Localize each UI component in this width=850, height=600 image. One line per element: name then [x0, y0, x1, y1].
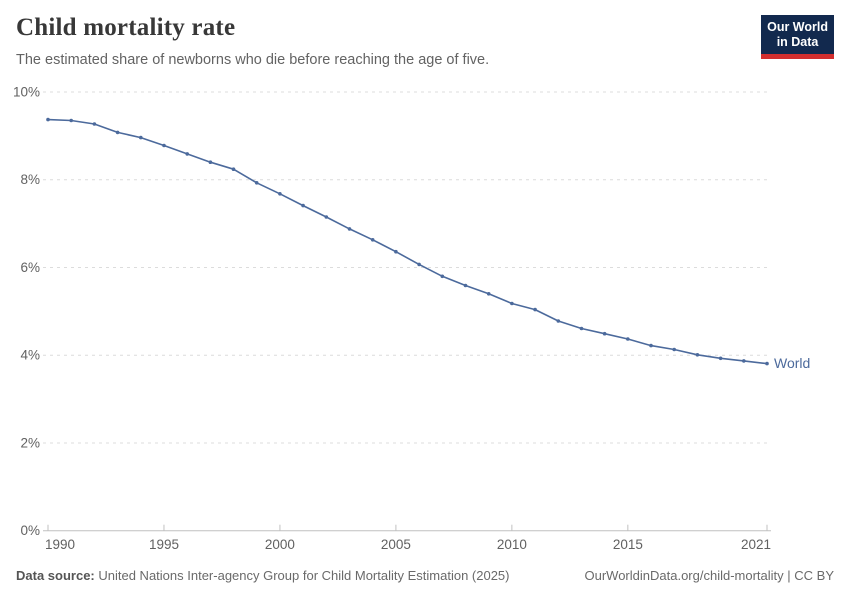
x-tick-label: 1990	[45, 537, 75, 552]
data-point[interactable]	[486, 292, 491, 296]
y-tick-label: 4%	[20, 348, 40, 363]
x-tick-label: 2015	[613, 537, 643, 552]
data-point[interactable]	[69, 118, 73, 123]
series-line[interactable]	[47, 118, 768, 365]
page-subtitle: The estimated share of newborns who die …	[16, 52, 490, 68]
data-point[interactable]	[742, 359, 746, 363]
data-source-label: Data source:	[16, 568, 95, 583]
data-point[interactable]	[185, 152, 189, 156]
data-point[interactable]	[347, 227, 352, 231]
data-point[interactable]	[695, 353, 700, 357]
data-point[interactable]	[440, 274, 445, 279]
y-tick-label: 2%	[20, 435, 40, 450]
owid-logo-line1: Our World	[767, 20, 828, 34]
y-tick-label: 6%	[20, 260, 40, 275]
owid-logo-line2: in Data	[776, 35, 819, 49]
x-tick-label: 1995	[149, 537, 179, 552]
data-source-note: Data source: United Nations Inter-agency…	[16, 568, 510, 583]
page-title: Child mortality rate	[16, 14, 236, 41]
data-point[interactable]	[115, 130, 120, 135]
data-point[interactable]	[301, 203, 305, 208]
y-tick-label: 10%	[13, 85, 40, 100]
series-end-label[interactable]: World	[774, 355, 810, 371]
data-point[interactable]	[602, 331, 607, 336]
y-tick-label: 8%	[20, 172, 40, 187]
data-point[interactable]	[162, 143, 166, 148]
data-point[interactable]	[626, 337, 630, 341]
y-tick-label: 0%	[20, 523, 40, 538]
data-point[interactable]	[765, 361, 769, 366]
data-point[interactable]	[510, 301, 514, 306]
owid-url-link[interactable]: OurWorldinData.org/child-mortality | CC …	[584, 568, 835, 583]
data-point[interactable]	[649, 343, 653, 348]
data-point[interactable]	[46, 117, 50, 122]
data-point[interactable]	[394, 249, 398, 254]
owid-logo[interactable]: Our World in Data	[761, 15, 834, 59]
data-point[interactable]	[278, 192, 282, 196]
data-point[interactable]	[370, 238, 375, 242]
data-point[interactable]	[139, 135, 143, 140]
data-point[interactable]	[533, 307, 537, 312]
x-tick-label: 2000	[265, 537, 295, 552]
data-point[interactable]	[463, 283, 468, 288]
data-point[interactable]	[672, 347, 676, 352]
x-tick-label: 2005	[381, 537, 411, 552]
x-tick-label: 2021	[741, 537, 771, 552]
data-point[interactable]	[718, 356, 723, 361]
data-point[interactable]	[208, 160, 213, 164]
data-source-text: United Nations Inter-agency Group for Ch…	[94, 568, 510, 583]
data-point[interactable]	[254, 181, 259, 185]
data-point[interactable]	[231, 167, 236, 171]
chart-footer: Data source: United Nations Inter-agency…	[16, 568, 834, 583]
data-point[interactable]	[417, 262, 421, 267]
data-point[interactable]	[579, 326, 584, 331]
data-point[interactable]	[92, 122, 97, 126]
data-point[interactable]	[556, 319, 561, 323]
data-point[interactable]	[324, 215, 329, 219]
x-tick-label: 2010	[497, 537, 527, 552]
